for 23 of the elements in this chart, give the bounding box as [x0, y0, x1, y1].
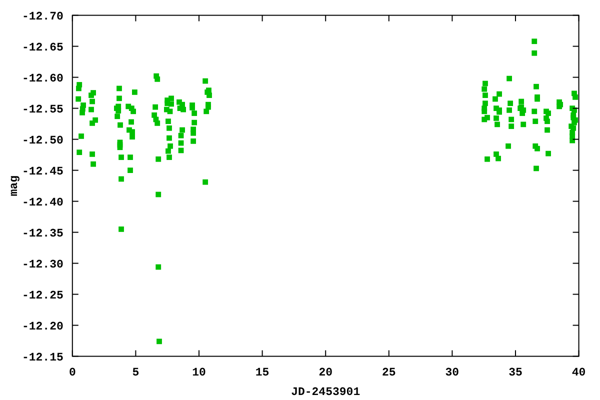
y-tick-label: -12.65	[22, 41, 64, 54]
x-axis-title: JD-2453901	[291, 386, 360, 399]
y-tick-label: -12.50	[22, 134, 64, 148]
y-tick-label: -12.60	[22, 72, 64, 86]
x-tick-label: 30	[445, 366, 460, 380]
x-tick-label: 10	[192, 366, 206, 380]
x-tick-label: 35	[508, 366, 522, 380]
x-tick-label: 15	[255, 366, 270, 380]
x-tick-label: 40	[572, 366, 586, 380]
y-tick-label: -12.45	[22, 165, 64, 178]
y-tick-label: -12.25	[22, 289, 64, 302]
y-tick-label: -12.30	[22, 258, 64, 272]
x-tick-label: 5	[132, 366, 140, 380]
y-tick-label: -12.35	[22, 227, 64, 240]
x-tick-label: 25	[382, 366, 396, 380]
x-tick-label: 0	[68, 366, 76, 380]
y-tick-label: -12.15	[22, 351, 64, 364]
y-axis-title: mag	[8, 175, 22, 196]
x-tick-label: 20	[318, 366, 333, 380]
y-tick-label: -12.55	[22, 103, 64, 116]
y-tick-label: -12.20	[22, 320, 64, 334]
y-tick-label: -12.40	[22, 196, 64, 210]
y-tick-label: -12.70	[22, 10, 64, 24]
